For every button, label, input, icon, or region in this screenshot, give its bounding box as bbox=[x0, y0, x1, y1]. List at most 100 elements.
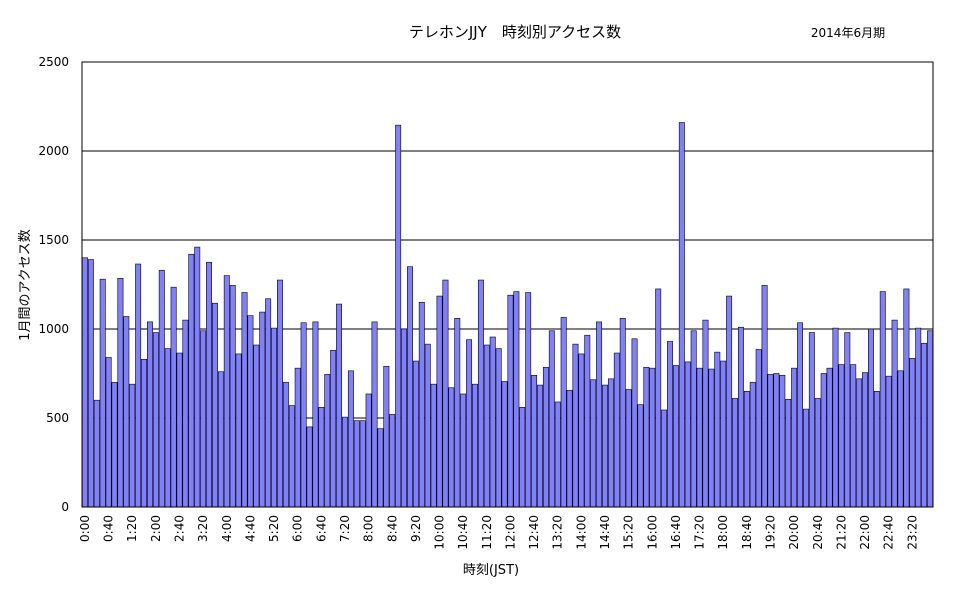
x-tick-label: 2:00 bbox=[149, 515, 163, 542]
x-tick-label: 9:20 bbox=[409, 515, 423, 542]
bar bbox=[566, 390, 573, 508]
bar bbox=[596, 321, 603, 508]
bar bbox=[212, 302, 218, 508]
bar bbox=[761, 285, 768, 508]
bar bbox=[176, 352, 183, 508]
bar bbox=[241, 292, 248, 508]
bar bbox=[578, 353, 585, 508]
bar bbox=[395, 124, 402, 508]
bar bbox=[850, 364, 857, 508]
bar bbox=[749, 382, 756, 508]
x-tick-label: 14:00 bbox=[574, 515, 588, 550]
y-tick-label: 2500 bbox=[38, 55, 69, 69]
bar bbox=[401, 328, 408, 508]
bar bbox=[655, 288, 662, 508]
bar bbox=[123, 316, 130, 508]
bar bbox=[371, 321, 378, 508]
bar bbox=[519, 407, 526, 508]
bar bbox=[170, 286, 177, 508]
bar bbox=[531, 374, 538, 508]
bar bbox=[602, 384, 608, 508]
bar bbox=[194, 246, 201, 508]
bar bbox=[93, 399, 100, 508]
x-tick-label: 20:40 bbox=[811, 515, 825, 550]
bar bbox=[147, 321, 153, 508]
chart-period: 2014年6月期 bbox=[811, 26, 885, 40]
bar bbox=[525, 292, 532, 508]
x-tick-label: 18:00 bbox=[716, 515, 730, 550]
x-tick-label: 22:40 bbox=[882, 515, 896, 550]
bar bbox=[903, 288, 910, 508]
bar bbox=[927, 330, 934, 508]
bar bbox=[424, 343, 431, 508]
x-axis-label: 時刻(JST) bbox=[463, 563, 519, 578]
bar bbox=[495, 348, 502, 508]
x-tick-label: 13:20 bbox=[551, 515, 565, 550]
x-tick-label: 23:20 bbox=[905, 515, 919, 550]
bar bbox=[625, 389, 632, 508]
bar bbox=[359, 420, 366, 508]
bar bbox=[200, 330, 207, 508]
x-tick-label: 22:00 bbox=[858, 515, 872, 550]
bar bbox=[708, 368, 715, 508]
bar bbox=[797, 322, 803, 508]
bar bbox=[548, 330, 555, 508]
bar bbox=[271, 327, 278, 508]
bar bbox=[826, 367, 833, 508]
bar bbox=[235, 353, 242, 508]
x-tick-label: 4:00 bbox=[220, 515, 234, 542]
x-tick-label: 6:00 bbox=[291, 515, 305, 542]
bar bbox=[791, 367, 798, 508]
bar bbox=[229, 285, 236, 508]
bar bbox=[300, 322, 307, 508]
bar bbox=[294, 367, 301, 508]
x-tick-label: 3:20 bbox=[196, 515, 210, 542]
bar bbox=[182, 319, 189, 508]
bar bbox=[418, 301, 425, 508]
bar bbox=[353, 420, 360, 508]
x-tick-label: 10:00 bbox=[433, 515, 447, 550]
bar bbox=[489, 336, 496, 508]
x-tick-label: 20:00 bbox=[787, 515, 801, 550]
x-tick-label: 18:40 bbox=[740, 515, 754, 550]
bar bbox=[365, 393, 372, 508]
bar bbox=[862, 372, 868, 508]
bar bbox=[554, 401, 561, 508]
bar bbox=[714, 351, 721, 508]
bar bbox=[667, 341, 673, 508]
x-tick-labels: 0:00 0:40 1:20 2:00 2:40 3:20 4:00 4:40 5:20 6:00… bbox=[78, 515, 919, 550]
bar bbox=[412, 360, 419, 508]
bar bbox=[141, 358, 148, 508]
bar bbox=[542, 366, 549, 508]
x-tick-label: 0:40 bbox=[102, 515, 116, 542]
bar bbox=[560, 317, 567, 508]
bar bbox=[909, 358, 916, 508]
bar bbox=[873, 390, 880, 508]
bar bbox=[430, 383, 437, 508]
bar bbox=[99, 278, 106, 508]
y-axis-label: 1月間のアクセス数 bbox=[18, 229, 33, 341]
y-tick-label: 500 bbox=[46, 411, 69, 425]
bar bbox=[590, 379, 597, 508]
bar bbox=[897, 370, 904, 508]
x-tick-label: 1:20 bbox=[125, 515, 139, 542]
bar bbox=[649, 367, 656, 508]
bar bbox=[347, 370, 354, 508]
bar bbox=[832, 327, 839, 508]
bar bbox=[330, 350, 337, 508]
y-tick-label: 1000 bbox=[38, 322, 69, 336]
bar bbox=[584, 334, 591, 508]
bar bbox=[921, 342, 928, 508]
y-tick-labels: 0 500 1000 1500 2000 2500 bbox=[38, 55, 69, 514]
bar bbox=[684, 361, 691, 508]
bar bbox=[129, 383, 136, 508]
x-tick-label: 8:00 bbox=[362, 515, 376, 542]
bar bbox=[105, 357, 112, 508]
y-tick-label: 0 bbox=[61, 500, 69, 514]
bar bbox=[613, 352, 620, 508]
x-tick-label: 16:40 bbox=[669, 515, 683, 550]
y-tick-label: 2000 bbox=[38, 144, 69, 158]
bar bbox=[572, 343, 579, 508]
bar bbox=[856, 378, 863, 508]
y-tick-label: 1500 bbox=[38, 233, 69, 247]
